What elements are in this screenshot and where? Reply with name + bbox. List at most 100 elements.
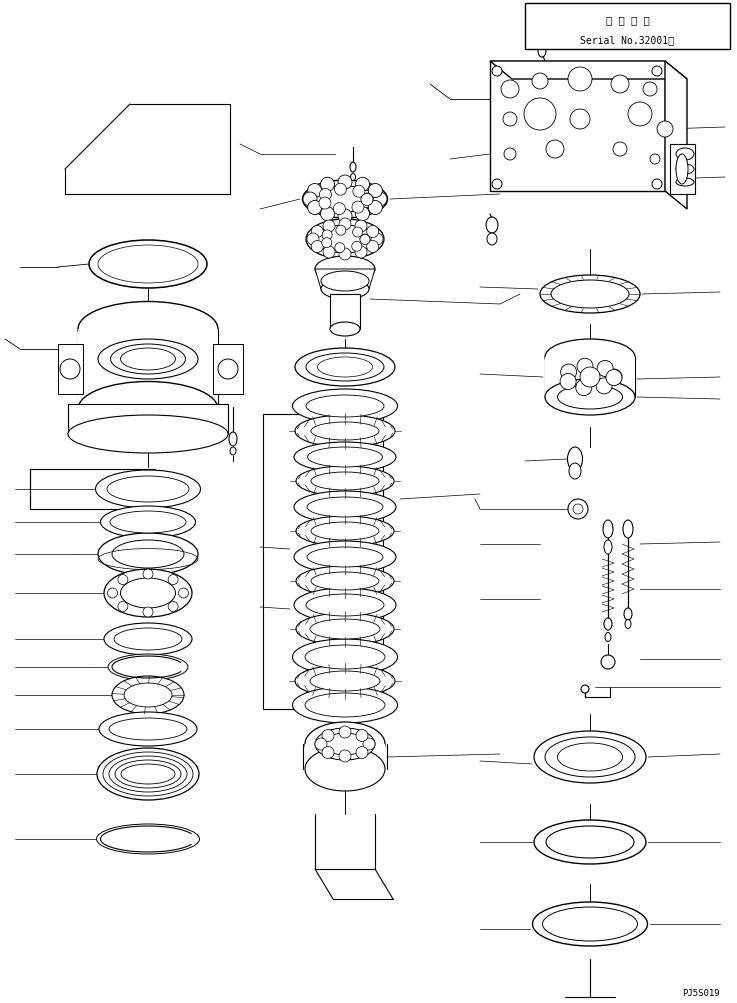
Circle shape: [118, 575, 128, 585]
Circle shape: [568, 499, 588, 520]
Ellipse shape: [306, 354, 384, 381]
Text: PJ5S019: PJ5S019: [682, 988, 720, 997]
Ellipse shape: [124, 683, 172, 707]
Ellipse shape: [306, 395, 384, 417]
Ellipse shape: [121, 764, 175, 784]
Ellipse shape: [295, 349, 395, 386]
Ellipse shape: [542, 907, 638, 941]
Ellipse shape: [351, 175, 355, 182]
Ellipse shape: [78, 302, 218, 357]
Circle shape: [356, 730, 368, 742]
Ellipse shape: [324, 733, 366, 755]
Ellipse shape: [296, 567, 394, 597]
Ellipse shape: [121, 579, 175, 609]
Circle shape: [573, 505, 583, 515]
Ellipse shape: [604, 541, 612, 555]
Circle shape: [321, 208, 335, 222]
Ellipse shape: [68, 415, 228, 453]
Ellipse shape: [103, 752, 193, 796]
Circle shape: [355, 208, 369, 222]
Circle shape: [568, 68, 592, 92]
Circle shape: [168, 602, 178, 612]
Circle shape: [367, 227, 379, 239]
Circle shape: [363, 738, 375, 750]
Circle shape: [371, 234, 383, 246]
Circle shape: [322, 239, 332, 249]
Ellipse shape: [98, 534, 198, 576]
Circle shape: [492, 67, 502, 77]
Circle shape: [532, 74, 548, 90]
Polygon shape: [30, 469, 155, 510]
Ellipse shape: [623, 521, 633, 539]
Circle shape: [322, 231, 332, 241]
Ellipse shape: [100, 507, 195, 539]
Ellipse shape: [306, 220, 384, 260]
Circle shape: [339, 249, 351, 261]
Circle shape: [307, 234, 319, 246]
Circle shape: [307, 185, 321, 199]
Ellipse shape: [555, 41, 567, 49]
Ellipse shape: [330, 323, 360, 337]
Polygon shape: [58, 345, 83, 394]
Ellipse shape: [295, 665, 395, 697]
Ellipse shape: [676, 148, 694, 160]
Ellipse shape: [676, 164, 694, 175]
Ellipse shape: [307, 497, 383, 518]
Ellipse shape: [230, 447, 236, 455]
Circle shape: [360, 235, 370, 245]
Text: Serial No.32001～: Serial No.32001～: [581, 35, 674, 45]
Ellipse shape: [569, 463, 581, 479]
Circle shape: [356, 747, 368, 758]
Polygon shape: [545, 358, 635, 397]
Ellipse shape: [625, 620, 631, 629]
Circle shape: [143, 570, 153, 580]
Ellipse shape: [109, 756, 187, 792]
Circle shape: [355, 221, 367, 233]
Ellipse shape: [293, 639, 397, 675]
Circle shape: [368, 202, 383, 216]
Ellipse shape: [310, 671, 380, 691]
Ellipse shape: [296, 466, 394, 496]
Ellipse shape: [311, 573, 379, 591]
Ellipse shape: [302, 181, 388, 219]
Circle shape: [338, 176, 352, 190]
Circle shape: [501, 81, 519, 99]
Ellipse shape: [112, 676, 184, 714]
Ellipse shape: [306, 595, 384, 617]
Ellipse shape: [533, 902, 648, 946]
Ellipse shape: [89, 241, 207, 289]
Ellipse shape: [294, 491, 396, 524]
Ellipse shape: [110, 512, 186, 534]
Ellipse shape: [551, 281, 629, 309]
Ellipse shape: [487, 234, 497, 246]
Bar: [263, 414, 383, 709]
Ellipse shape: [305, 747, 385, 791]
Ellipse shape: [603, 521, 613, 539]
Circle shape: [576, 380, 592, 396]
Ellipse shape: [293, 389, 397, 423]
Ellipse shape: [112, 541, 184, 569]
Ellipse shape: [595, 34, 607, 42]
Ellipse shape: [305, 645, 385, 669]
Ellipse shape: [229, 432, 237, 446]
Ellipse shape: [104, 570, 192, 618]
Circle shape: [335, 244, 345, 254]
Circle shape: [628, 103, 652, 126]
Polygon shape: [330, 295, 360, 330]
Ellipse shape: [294, 589, 396, 623]
Circle shape: [339, 750, 351, 762]
Ellipse shape: [115, 760, 181, 788]
Ellipse shape: [321, 280, 369, 300]
Ellipse shape: [316, 226, 374, 254]
Ellipse shape: [557, 385, 623, 409]
Circle shape: [319, 198, 331, 210]
Circle shape: [360, 236, 370, 245]
Circle shape: [560, 374, 576, 390]
Polygon shape: [305, 744, 385, 769]
Circle shape: [352, 228, 363, 238]
Ellipse shape: [545, 737, 635, 777]
Circle shape: [339, 726, 351, 738]
Circle shape: [561, 365, 576, 380]
Ellipse shape: [310, 620, 380, 639]
Polygon shape: [78, 330, 218, 409]
